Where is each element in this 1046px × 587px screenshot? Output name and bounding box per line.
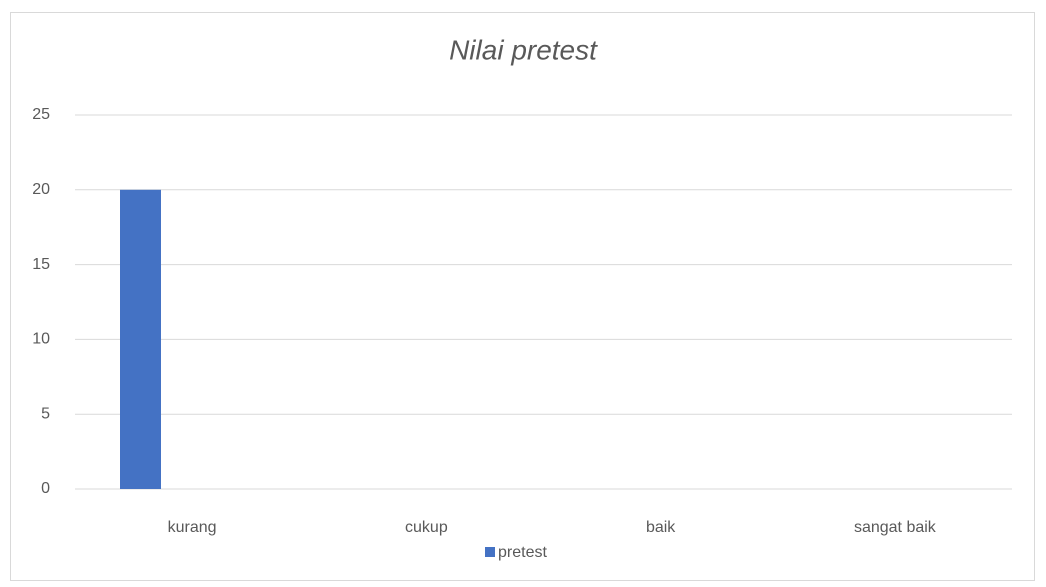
chart-title: Nilai pretest <box>449 34 598 65</box>
y-tick-label: 5 <box>41 405 50 422</box>
legend-swatch <box>485 547 495 557</box>
y-tick-label: 25 <box>32 106 50 123</box>
legend-label: pretest <box>498 544 547 561</box>
y-tick-label: 10 <box>32 331 50 348</box>
chart-frame <box>10 12 1035 581</box>
y-tick-label: 20 <box>32 181 50 198</box>
x-tick-label: kurang <box>168 519 217 536</box>
y-tick-label: 15 <box>32 256 50 273</box>
x-tick-label: baik <box>646 519 676 536</box>
y-tick-label: 0 <box>41 480 50 497</box>
bar <box>120 189 161 490</box>
x-tick-label: sangat baik <box>854 519 937 536</box>
x-tick-label: cukup <box>405 519 448 536</box>
